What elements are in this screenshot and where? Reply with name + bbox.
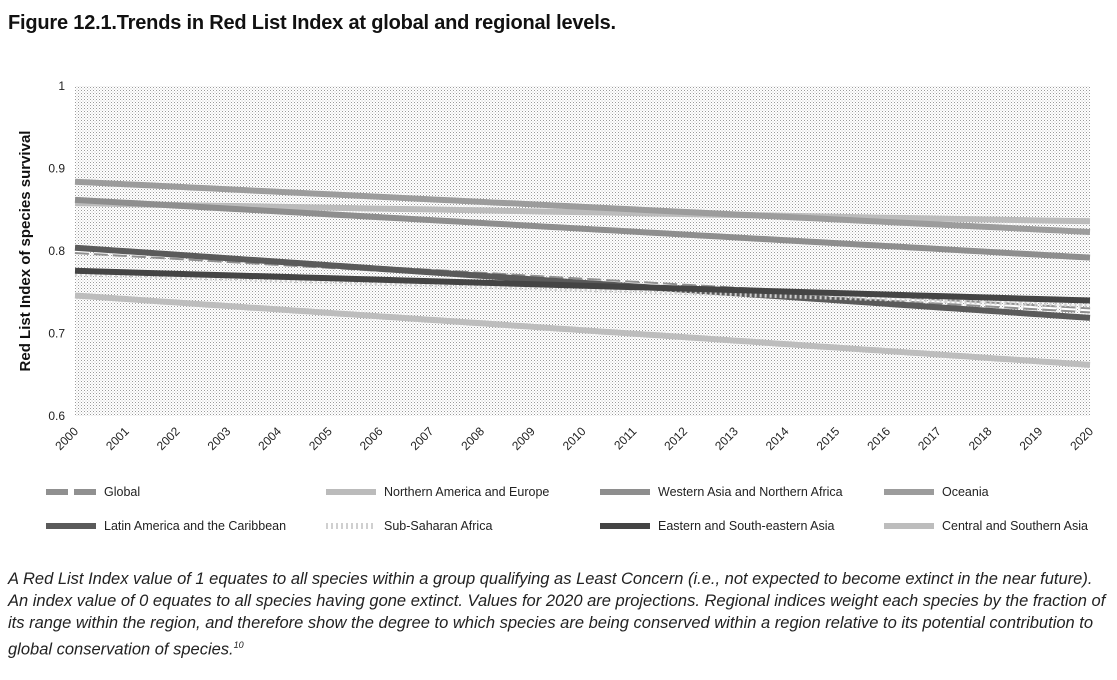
x-tick-label: 2015: [814, 424, 843, 453]
x-tick-label: 2019: [1017, 424, 1046, 453]
x-tick-label: 2012: [661, 424, 690, 453]
x-tick-label: 2020: [1067, 424, 1096, 453]
y-tick-label: 0.9: [48, 162, 65, 176]
legend-label: Western Asia and Northern Africa: [658, 485, 843, 499]
legend-label: Central and Southern Asia: [942, 519, 1088, 533]
caption-text: A Red List Index value of 1 equates to a…: [8, 570, 1106, 659]
series-line-central-and-southern-asia: [74, 292, 1091, 368]
x-tick-label: 2017: [915, 424, 944, 453]
x-tick-label: 2007: [408, 424, 437, 453]
series-line-western-asia-and-northern-africa: [74, 196, 1091, 261]
red-list-index-chart: 0.6 0.7 0.8 0.9 1 2000 2001 2002 2003 2004 2005 20…: [17, 79, 1096, 533]
x-tick-label: 2011: [611, 424, 639, 452]
x-tick-label: 2002: [154, 424, 183, 453]
y-axis-title: Red List Index of species survival: [17, 131, 34, 372]
x-tick-label: 2016: [864, 424, 893, 453]
y-tick-label: 0.8: [48, 244, 65, 258]
legend-label: Sub-Saharan Africa: [384, 519, 492, 533]
y-tick-label: 0.6: [48, 409, 65, 423]
legend-label: Northern America and Europe: [384, 485, 549, 499]
figure-title: Figure 12.1.Trends in Red List Index at …: [8, 12, 616, 34]
y-tick-label: 0.7: [48, 327, 65, 341]
legend-label: Eastern and South-eastern Asia: [658, 519, 835, 533]
series-line-northern-america-and-europe: [74, 200, 1091, 225]
x-tick-label: 2009: [509, 424, 538, 453]
figure-caption: A Red List Index value of 1 equates to a…: [8, 568, 1108, 661]
x-tick-label: 2005: [306, 424, 335, 453]
series-line-eastern-and-south-eastern-asia: [74, 267, 1091, 304]
x-tick-label: 2014: [763, 424, 792, 453]
y-tick-label: 1: [58, 79, 65, 93]
x-tick-label: 2013: [712, 424, 741, 453]
caption-footnote: 10: [233, 640, 244, 650]
x-tick-label: 2001: [103, 424, 132, 453]
legend-label: Oceania: [942, 485, 989, 499]
x-tick-label: 2004: [255, 424, 284, 453]
plot-area: [75, 86, 1090, 416]
series-line-sub-saharan-africa: [74, 270, 1091, 308]
x-tick-label: 2006: [357, 424, 386, 453]
legend-label: Global: [104, 485, 140, 499]
x-tick-label: 2000: [52, 424, 81, 453]
x-tick-label: 2008: [458, 424, 487, 453]
series-line-oceania: [74, 178, 1091, 236]
x-tick-label: 2010: [560, 424, 589, 453]
legend-label: Latin America and the Caribbean: [104, 519, 286, 533]
x-tick-label: 2018: [966, 424, 995, 453]
x-tick-label: 2003: [205, 424, 234, 453]
